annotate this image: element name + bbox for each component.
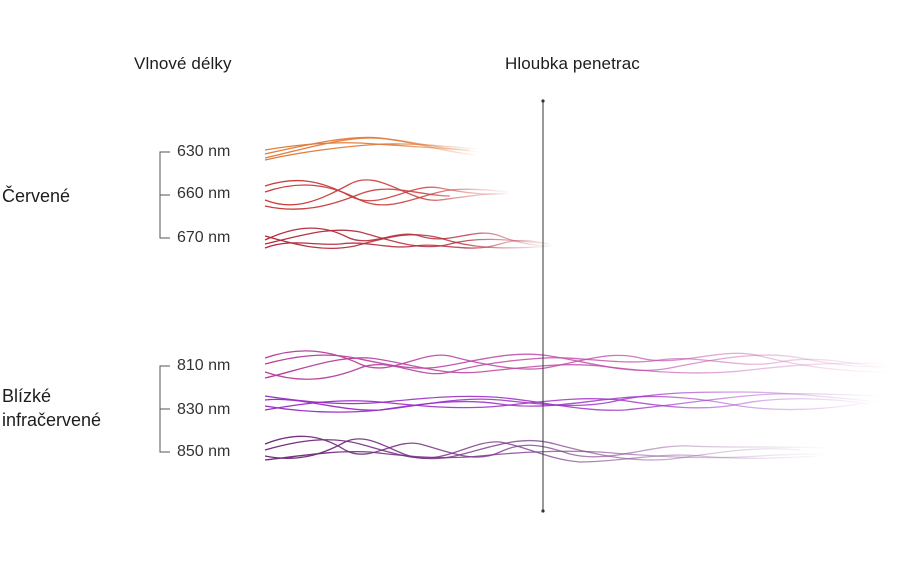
wavelength-label-850: 850 nm — [177, 443, 231, 460]
waves-670 — [264, 227, 553, 250]
waves-630 — [264, 136, 481, 161]
wavelength-label-670: 670 nm — [177, 229, 231, 246]
wavelength-label-830: 830 nm — [177, 401, 231, 418]
group-label-near-infrared-line-2: infračervené — [2, 410, 102, 430]
waves-850 — [264, 435, 831, 463]
bracket-near-infrared — [159, 365, 170, 453]
depth-axis-bottom-marker — [541, 509, 545, 513]
penetration-depth-header: Hloubka penetrac — [505, 54, 640, 73]
group-label-red: Červené — [2, 186, 71, 206]
wavelength-label-660: 660 nm — [177, 185, 231, 202]
waves-810 — [264, 350, 891, 380]
waves-660 — [264, 179, 511, 210]
wavelength-label-630: 630 nm — [177, 143, 231, 160]
waves-830 — [264, 391, 881, 413]
group-label-near-infrared: Blízké infračervené — [2, 384, 101, 432]
bracket-red — [159, 151, 170, 239]
wavelengths-header: Vlnové délky — [134, 54, 232, 73]
depth-axis-top-marker — [541, 99, 545, 103]
wavelength-label-810: 810 nm — [177, 357, 231, 374]
group-label-near-infrared-line-1: Blízké — [2, 386, 52, 406]
